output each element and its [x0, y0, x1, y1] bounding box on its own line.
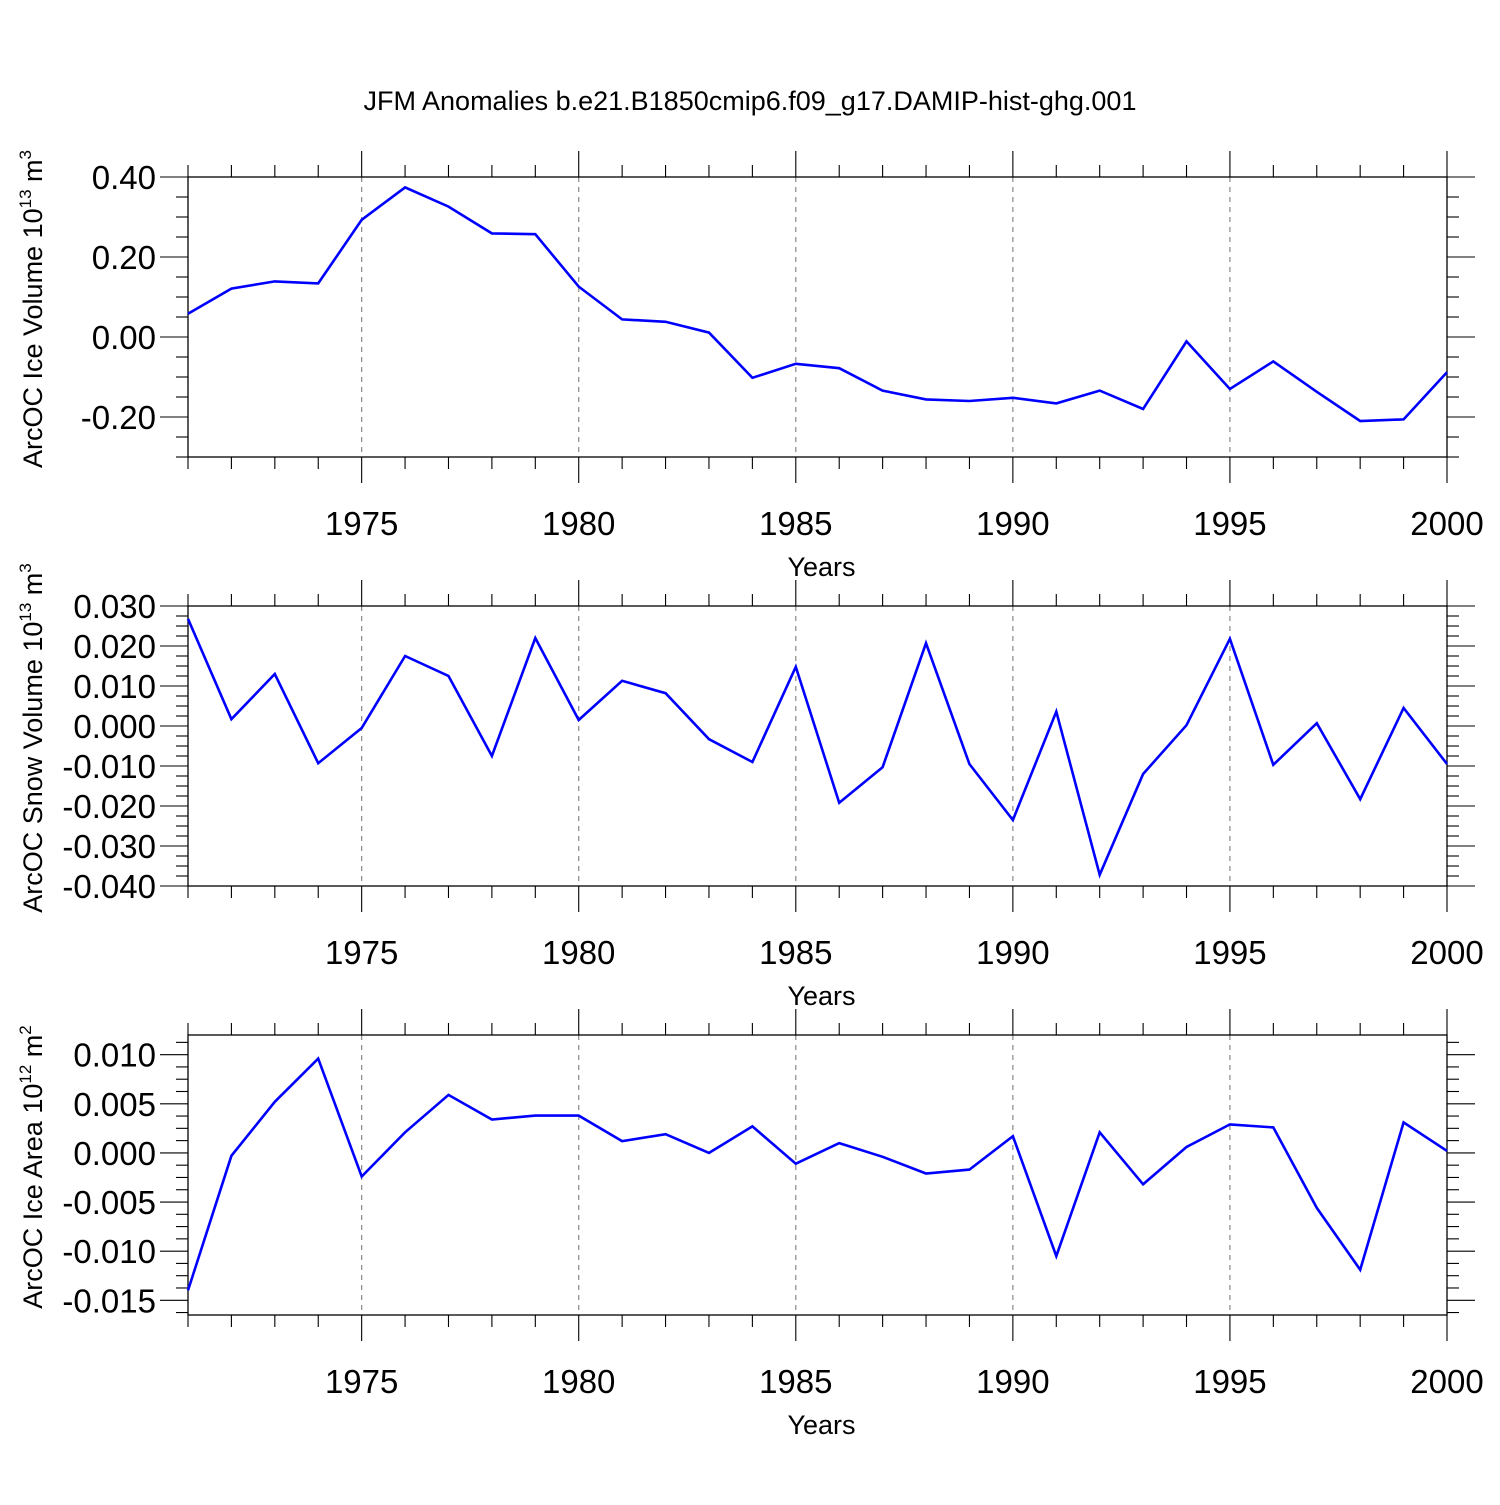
y-tick-label: 0.030: [73, 588, 156, 625]
x-tick-label: 1990: [976, 934, 1049, 971]
y-tick-label: 0.000: [73, 1135, 156, 1172]
y-tick-label: -0.20: [81, 399, 156, 436]
series-line: [186, 1056, 1448, 1291]
x-axis-label: Years: [787, 1410, 855, 1440]
y-tick-label: -0.020: [62, 788, 156, 825]
x-tick-label: 2000: [1410, 1363, 1483, 1400]
panel-2: 1975 1980 1985 1990 1995 2000 Years -0.040-0.03…: [16, 563, 1484, 1011]
y-tick-label: 0.00: [92, 319, 156, 356]
series-line: [186, 618, 1449, 879]
x-tick-label: 1995: [1193, 934, 1266, 971]
y-tick-label: -0.005: [62, 1184, 156, 1221]
panel-1: 1975 1980 1985 1990 1995 2000 Years -0.20 0.00 0.…: [16, 150, 1484, 582]
x-tick-label: 1980: [542, 934, 615, 971]
y-tick-label: -0.015: [62, 1282, 156, 1319]
y-axis-label: ArcOC Snow Volume 1013 m3: [16, 563, 48, 913]
x-tick-label: 1990: [976, 505, 1049, 542]
y-tick-label: -0.030: [62, 828, 156, 865]
x-tick-label: 1980: [542, 505, 615, 542]
plot-frame: [187, 1034, 1448, 1316]
y-tick-label: 0.20: [92, 239, 156, 276]
figure-title: JFM Anomalies b.e21.B1850cmip6.f09_g17.D…: [363, 86, 1137, 116]
x-tick-label: 1985: [759, 505, 832, 542]
y-tick-label: -0.010: [62, 748, 156, 785]
x-tick-label: 1975: [325, 1363, 398, 1400]
x-tick-label: 1995: [1193, 1363, 1266, 1400]
y-axis-label: ArcOC Ice Area 1012 m2: [16, 1025, 48, 1309]
x-tick-label: 1995: [1193, 505, 1266, 542]
y-tick-label: 0.005: [73, 1086, 156, 1123]
y-axis-label: ArcOC Ice Volume 1013 m3: [16, 150, 48, 468]
x-tick-label: 1980: [542, 1363, 615, 1400]
y-tick-label: 0.010: [73, 668, 156, 705]
x-tick-label: 2000: [1410, 934, 1483, 971]
x-tick-label: 1975: [325, 505, 398, 542]
x-axis-label: Years: [787, 981, 855, 1011]
y-tick-label: -0.040: [62, 868, 156, 905]
y-tick-label: 0.40: [92, 159, 156, 196]
y-tick-label: -0.010: [62, 1233, 156, 1270]
plot-frame: [187, 605, 1448, 887]
y-tick-label: 0.000: [73, 708, 156, 745]
x-tick-label: 1985: [759, 1363, 832, 1400]
x-axis-label: Years: [787, 552, 855, 582]
y-tick-label: 0.010: [73, 1037, 156, 1074]
plot-frame: [187, 176, 1448, 458]
x-tick-label: 1985: [759, 934, 832, 971]
series-line: [187, 185, 1448, 423]
y-tick-label: 0.020: [73, 628, 156, 665]
x-tick-label: 1975: [325, 934, 398, 971]
panel-3: 1975 1980 1985 1990 1995 2000 Years -0.015 -0.01…: [16, 1009, 1484, 1440]
x-tick-label: 2000: [1410, 505, 1483, 542]
x-tick-label: 1990: [976, 1363, 1049, 1400]
